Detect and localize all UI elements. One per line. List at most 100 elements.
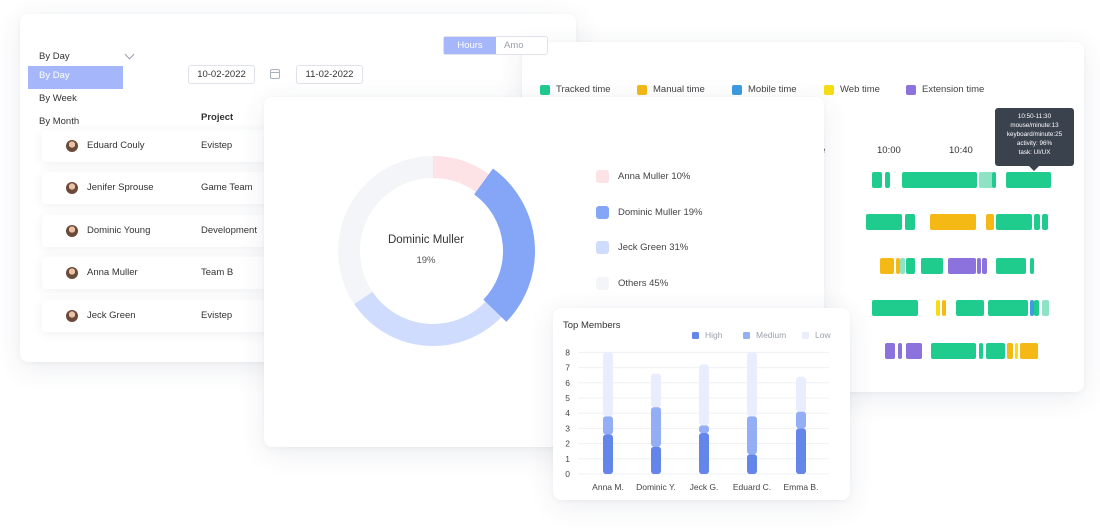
- y-tick-label: 0: [565, 469, 570, 479]
- activity-segment[interactable]: [1042, 300, 1049, 316]
- bar-segment-high[interactable]: [699, 432, 709, 474]
- period-option-week[interactable]: By Week: [39, 93, 77, 104]
- calendar-icon[interactable]: [270, 69, 280, 79]
- period-dropdown-value: By Day: [39, 50, 70, 62]
- bar-segment-high[interactable]: [603, 434, 613, 474]
- activity-segment[interactable]: [872, 172, 882, 188]
- bar-segment-medium[interactable]: [699, 425, 709, 433]
- bar-segment-low[interactable]: [699, 364, 709, 426]
- y-tick-label: 4: [565, 408, 570, 418]
- activity-segment[interactable]: [902, 172, 977, 188]
- activity-segment[interactable]: [982, 258, 987, 274]
- activity-segment[interactable]: [885, 172, 890, 188]
- activity-segment[interactable]: [1034, 300, 1039, 316]
- top-members-chart: 0 1 2 3 4 5 6 7 8 Anna M. Dominic Y. Jeck G. Eduard …: [565, 347, 829, 492]
- bar-segment-low[interactable]: [796, 376, 806, 412]
- avatar: [66, 267, 78, 279]
- activity-segment[interactable]: [948, 258, 976, 274]
- legend-swatch: [596, 241, 609, 254]
- activity-segment[interactable]: [992, 172, 996, 188]
- activity-segment[interactable]: [906, 343, 922, 359]
- member-name: Jeck Green: [87, 310, 136, 321]
- hours-amount-toggle[interactable]: Hours Amo: [443, 36, 548, 55]
- tooltip-task: task: UI/UX: [1018, 149, 1051, 157]
- activity-segment[interactable]: [866, 214, 902, 230]
- activity-segment[interactable]: [1030, 300, 1034, 316]
- chart-legend-high: High: [692, 330, 722, 340]
- time-tick-1040: 10:40: [949, 145, 973, 156]
- activity-segment[interactable]: [1042, 214, 1048, 230]
- activity-segment[interactable]: [979, 343, 983, 359]
- activity-segment[interactable]: [986, 214, 994, 230]
- y-tick-label: 2: [565, 439, 570, 449]
- activity-segment[interactable]: [896, 258, 900, 274]
- bar-segment-low[interactable]: [651, 373, 661, 408]
- activity-segment[interactable]: [956, 300, 984, 316]
- legend-swatch: [540, 84, 550, 95]
- activity-segment[interactable]: [996, 214, 1032, 230]
- avatar: [66, 310, 78, 322]
- activity-segment[interactable]: [931, 343, 976, 359]
- legend-swatch: [637, 84, 647, 95]
- bar-segment-medium[interactable]: [747, 416, 757, 455]
- bar-segment-high[interactable]: [651, 446, 661, 474]
- activity-segment[interactable]: [921, 258, 943, 274]
- activity-segment[interactable]: [988, 300, 1028, 316]
- activity-segment[interactable]: [1030, 258, 1034, 274]
- activity-segment[interactable]: [1007, 343, 1013, 359]
- activity-segment[interactable]: [979, 172, 993, 188]
- bar-segment-medium[interactable]: [796, 411, 806, 429]
- activity-segment[interactable]: [885, 343, 895, 359]
- chart-title: Top Members: [563, 320, 621, 331]
- legend-mobile-time: Mobile time: [732, 84, 797, 95]
- bar-segment-high[interactable]: [747, 454, 757, 474]
- period-option-day[interactable]: By Day: [28, 66, 123, 89]
- x-tick-label: Dominic Y.: [636, 482, 676, 492]
- tooltip-keyboard: keyboard/minute:25: [1006, 131, 1063, 139]
- bar-segment-low[interactable]: [603, 352, 613, 417]
- activity-segment[interactable]: [900, 258, 905, 274]
- activity-segment[interactable]: [905, 214, 915, 230]
- donut-slice-dominic[interactable]: [473, 168, 535, 322]
- activity-segment[interactable]: [930, 214, 976, 230]
- date-to-input[interactable]: 11-02-2022: [296, 65, 363, 84]
- member-name: Dominic Young: [87, 225, 151, 236]
- date-from-input[interactable]: 10-02-2022: [188, 65, 255, 84]
- period-dropdown[interactable]: By Day: [39, 47, 139, 65]
- activity-segment[interactable]: [942, 300, 946, 316]
- activity-segment[interactable]: [1020, 343, 1038, 359]
- activity-segment[interactable]: [880, 258, 894, 274]
- bar-segment-medium[interactable]: [651, 407, 661, 447]
- time-tick-1000: 10:00: [877, 145, 901, 156]
- toggle-hours[interactable]: Hours: [444, 37, 496, 54]
- y-tick-label: 3: [565, 423, 570, 433]
- bar-segment-medium[interactable]: [603, 416, 613, 435]
- y-tick-label: 5: [565, 393, 570, 403]
- activity-segment[interactable]: [1034, 214, 1040, 230]
- donut-slice-anna[interactable]: [432, 156, 489, 193]
- bar-segment-high[interactable]: [796, 428, 806, 474]
- tooltip-time-range: 10:50-11:30: [1017, 113, 1052, 120]
- donut-card: Dominic Muller 19% Anna Muller 10% Domin…: [264, 97, 824, 447]
- activity-segment[interactable]: [872, 300, 918, 316]
- activity-segment[interactable]: [1015, 343, 1018, 359]
- activity-segment[interactable]: [986, 343, 1005, 359]
- activity-segment[interactable]: [936, 300, 940, 316]
- period-option-month[interactable]: By Month: [39, 116, 80, 127]
- legend-swatch: [802, 331, 809, 339]
- legend-tracked-time: Tracked time: [540, 84, 611, 95]
- donut-slice-jeck[interactable]: [354, 291, 502, 346]
- donut-center-name: Dominic Muller: [387, 234, 465, 246]
- bar-segment-low[interactable]: [747, 352, 757, 417]
- legend-label: Manual time: [653, 84, 705, 95]
- activity-segment[interactable]: [906, 258, 915, 274]
- legend-manual-time: Manual time: [637, 84, 705, 95]
- toggle-amount[interactable]: Amo: [504, 40, 524, 51]
- legend-label: Jeck Green 31%: [618, 242, 689, 253]
- activity-segment[interactable]: [1006, 172, 1051, 188]
- activity-segment[interactable]: [996, 258, 1026, 274]
- column-header-project[interactable]: Project: [201, 112, 234, 123]
- legend-label: Web time: [840, 84, 880, 95]
- activity-segment[interactable]: [898, 343, 902, 359]
- activity-segment[interactable]: [977, 258, 981, 274]
